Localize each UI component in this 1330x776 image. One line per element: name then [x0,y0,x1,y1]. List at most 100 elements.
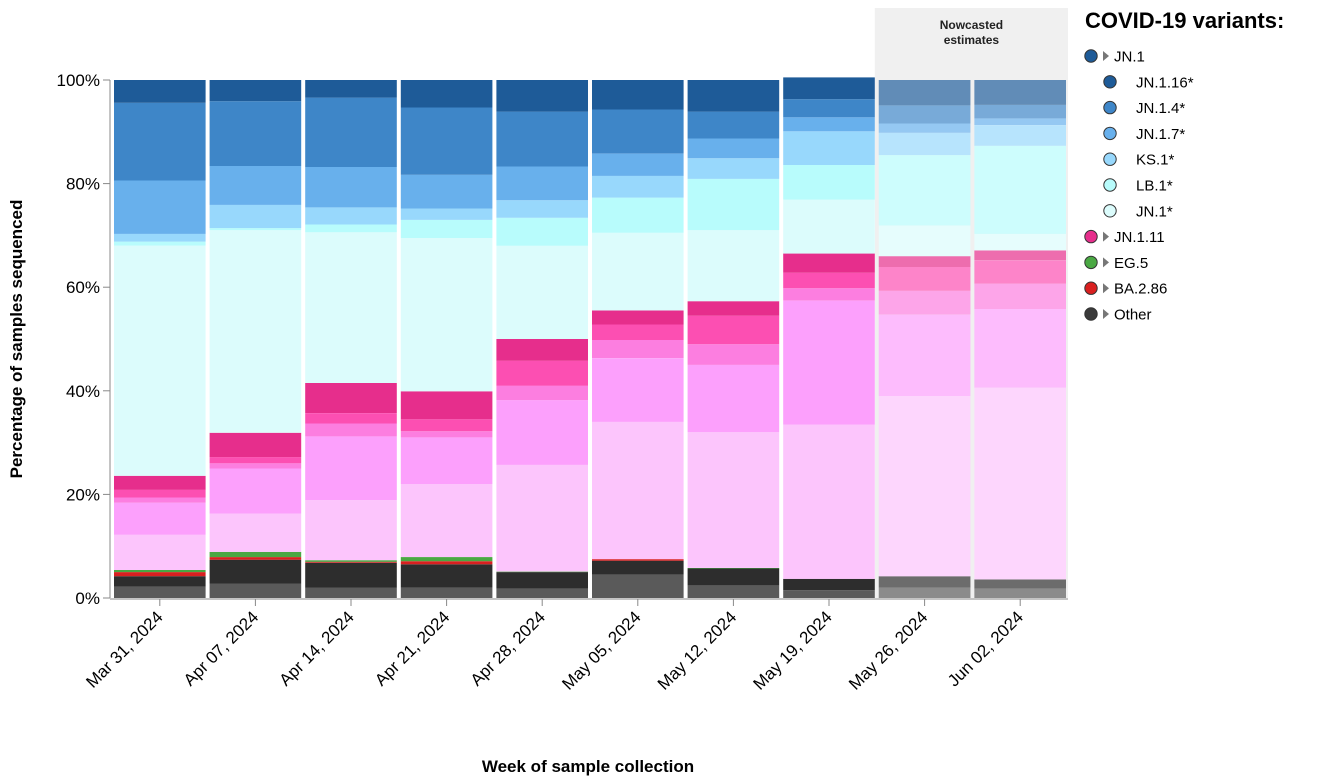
bar-segment-other_b-apr-07-2024 [209,559,302,584]
bar-segment-jn116-apr-07-2024 [209,80,302,102]
expand-caret-icon[interactable] [1103,283,1109,294]
bar-segment-jn116-apr-14-2024 [305,80,397,98]
bar-segment-jn14-apr-21-2024 [400,107,493,175]
bar-segment-ba286-apr-07-2024 [209,557,302,560]
nowcast-fade-may-26-2024 [878,80,971,598]
x-tick-label-apr-28-2024: Apr 28, 2024 [467,607,549,689]
legend-swatch-icon [1103,100,1117,115]
bars-group [114,77,1066,598]
bar-segment-ba286-may-05-2024 [592,559,684,561]
legend-item-jn-1-4[interactable]: JN.1.4* [1103,100,1186,117]
legend-item-ks-1[interactable]: KS.1* [1103,152,1175,169]
legend-item-jn-1[interactable]: JN.1 [1084,49,1145,66]
bar-segment-lb1-may-05-2024 [592,197,684,233]
x-tick-label-apr-14-2024: Apr 14, 2024 [276,607,358,689]
bar-segment-other_b-apr-14-2024 [305,562,397,588]
legend-item-lb-1[interactable]: LB.1* [1103,178,1173,195]
bar-segment-lb1-mar-31-2024 [114,241,206,246]
bar-segment-other_b-apr-28-2024 [496,572,588,589]
y-tick-label: 40% [66,382,100,401]
legend-item-eg-5[interactable]: EG.5 [1084,255,1148,272]
bar-segment-jn111_b-may-26-2024 [878,314,971,396]
legend-swatch-icon [1084,307,1098,321]
bar-segment-other_a-apr-21-2024 [400,587,493,598]
bar-segment-eg5-mar-31-2024 [114,570,206,573]
bar-segment-jn111_e-apr-14-2024 [305,383,397,413]
bar-segment-jn111_c-may-19-2024 [783,288,875,301]
bar-segment-jn111_e-may-12-2024 [687,301,780,316]
bar-segment-jn1-may-26-2024 [878,225,971,257]
nowcast-label-line1: Nowcasted [940,18,1003,32]
expand-caret-icon[interactable] [1103,257,1109,268]
y-tick-label: 20% [66,485,100,504]
legend-label: LB.1* [1136,178,1173,195]
bar-segment-jn111_e-may-19-2024 [783,253,875,273]
bar-segment-jn111_c-may-12-2024 [687,344,780,365]
bar-segment-jn1-apr-14-2024 [305,232,397,383]
bar-segment-jn14-may-05-2024 [592,109,684,154]
expand-caret-icon[interactable] [1103,51,1109,61]
bar-segment-jn14-may-19-2024 [783,99,875,118]
bar-segment-ks1-jun-02-2024 [974,125,1066,146]
legend-item-jn-1[interactable]: JN.1* [1103,203,1173,220]
legend-item-ba-2-86[interactable]: BA.2.86 [1084,281,1168,298]
nowcast-label-line2: estimates [944,33,1000,47]
x-axis: Mar 31, 2024 Apr 07, 2024 Apr 14, 2024 Apr … [82,598,1068,694]
bar-segment-lb1-apr-28-2024 [496,217,588,246]
bar-segment-jn17-may-19-2024 [783,117,875,132]
bar-segment-jn111_c-mar-31-2024 [114,497,206,503]
y-tick-label: 60% [66,278,100,297]
legend-item-jn-1-16[interactable]: JN.1.16* [1103,74,1194,91]
legend-item-jn-1-7[interactable]: JN.1.7* [1103,126,1186,143]
bar-segment-jn111_b-apr-21-2024 [400,437,493,484]
legend-swatch-icon [1084,281,1098,295]
bar-segment-jn17-mar-31-2024 [114,180,206,234]
bar-segment-jn17-may-12-2024 [687,138,780,159]
y-axis-title: Percentage of samples sequenced [7,200,26,479]
expand-caret-icon[interactable] [1103,309,1109,319]
bar-segment-other_a-apr-14-2024 [305,587,397,598]
bar-segment-jn1-apr-21-2024 [400,238,493,392]
bar-segment-jn116-mar-31-2024 [114,80,206,103]
bar-segment-jn111_a-jun-02-2024 [974,387,1066,580]
expand-caret-icon[interactable] [1103,231,1109,242]
bar-segment-jn111_e-apr-28-2024 [496,339,588,361]
bar-segment-jn111_a-may-12-2024 [687,432,780,568]
bar-segment-jn14-may-12-2024 [687,111,780,139]
bar-segment-jn111_a-may-26-2024 [878,396,971,577]
y-tick-label: 100% [57,71,100,90]
bar-segment-other_a-may-05-2024 [592,574,684,598]
bar-segment-jn116-may-26-2024 [878,80,971,106]
bar-segment-jn17-jun-02-2024 [974,118,1066,125]
bar-segment-jn17-apr-14-2024 [305,167,397,208]
nowcast-fade-jun-02-2024 [974,80,1066,598]
bar-segment-jn116-may-12-2024 [687,80,780,112]
bar-segment-jn111_b-mar-31-2024 [114,502,206,535]
bar-segment-jn111_d-may-19-2024 [783,272,875,289]
legend-label: JN.1.11 [1114,229,1165,246]
bar-segment-jn116-apr-28-2024 [496,80,588,112]
legend-swatch-icon [1084,255,1098,270]
legend-swatch-icon [1103,126,1117,141]
bar-segment-jn111_e-apr-07-2024 [209,432,302,458]
bar-segment-jn1-mar-31-2024 [114,245,206,476]
bar-segment-jn111_d-may-05-2024 [592,324,684,340]
bar-segment-ks1-apr-14-2024 [305,207,397,225]
legend-swatch-icon [1103,178,1117,192]
bar-segment-jn111_e-apr-21-2024 [400,391,493,420]
bar-segment-eg5-apr-21-2024 [400,557,493,562]
bar-segment-jn111_b-apr-28-2024 [496,400,588,465]
x-tick-label-may-26-2024: May 26, 2024 [845,607,931,693]
x-tick-label-jun-02-2024: Jun 02, 2024 [944,607,1027,690]
bar-segment-jn111_c-apr-28-2024 [496,385,588,401]
legend-swatch-icon [1103,204,1117,218]
legend-item-jn-1-11[interactable]: JN.1.11 [1084,229,1165,246]
x-tick-label-may-05-2024: May 05, 2024 [558,607,644,693]
bar-segment-jn1-may-12-2024 [687,230,780,302]
bar-segment-jn116-apr-21-2024 [400,80,493,108]
bar-segment-jn14-apr-07-2024 [209,101,302,166]
bar-segment-ks1-mar-31-2024 [114,233,206,242]
bar-segment-lb1-may-12-2024 [687,178,780,231]
bar-segment-jn17-may-26-2024 [878,123,971,133]
legend-item-other[interactable]: Other [1084,307,1152,324]
